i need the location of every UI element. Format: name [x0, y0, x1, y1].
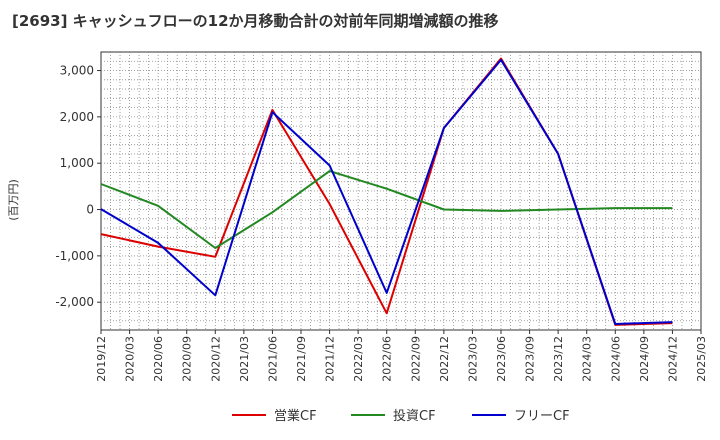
x-tick-label: 2021/09 [295, 336, 308, 382]
x-tick-label: 2021/12 [324, 336, 337, 382]
x-tick-label: 2023/09 [524, 336, 537, 382]
x-tick-label: 2019/12 [95, 336, 108, 382]
x-tick-label: 2020/12 [209, 336, 222, 382]
x-tick-label: 2025/03 [695, 336, 708, 382]
x-tick-label: 2023/06 [495, 336, 508, 382]
x-tick-label: 2024/09 [638, 336, 651, 382]
x-tick-label: 2020/06 [152, 336, 165, 382]
x-tick-label: 2022/03 [352, 336, 365, 382]
y-tick-label: 1,000 [60, 156, 94, 170]
x-tick-label: 2022/12 [438, 336, 451, 382]
series-layer [100, 57, 673, 326]
x-tick-label: 2021/06 [266, 336, 279, 382]
x-tick-label: 2022/06 [381, 336, 394, 382]
x-tick-label: 2020/09 [181, 336, 194, 382]
x-tick-label: 2023/12 [552, 336, 565, 382]
x-tick-label: 2024/03 [581, 336, 594, 382]
legend-label-3: フリーCF [514, 409, 570, 424]
grid-layer [100, 51, 702, 331]
x-tick-label: 2024/06 [609, 336, 622, 382]
series-line-3 [100, 58, 673, 325]
legend: 営業CF 投資CF フリーCF [232, 408, 570, 424]
legend-label-1: 営業CF [274, 408, 317, 424]
y-tick-label: -2,000 [55, 295, 94, 309]
x-tick-label: 2020/03 [124, 336, 137, 382]
y-axis-label: (百万円) [7, 179, 20, 221]
x-tick-label: 2024/12 [666, 336, 679, 382]
legend-label-2: 投資CF [393, 408, 436, 424]
x-tick-label: 2022/09 [409, 336, 422, 382]
axis-layer: -2,000 -1,000 0 1,000 2,000 3,000 2019/12 2020/… [55, 64, 708, 382]
x-tick-label: 2023/03 [466, 336, 479, 382]
y-tick-label: 3,000 [60, 64, 94, 78]
x-tick-label: 2021/03 [238, 336, 251, 382]
y-tick-label: 2,000 [60, 110, 94, 124]
y-tick-label: 0 [86, 203, 94, 217]
y-tick-label: -1,000 [55, 249, 94, 263]
chart-title: [2693] キャッシュフローの12か月移動合計の対前年同期増減額の推移 [12, 12, 499, 30]
